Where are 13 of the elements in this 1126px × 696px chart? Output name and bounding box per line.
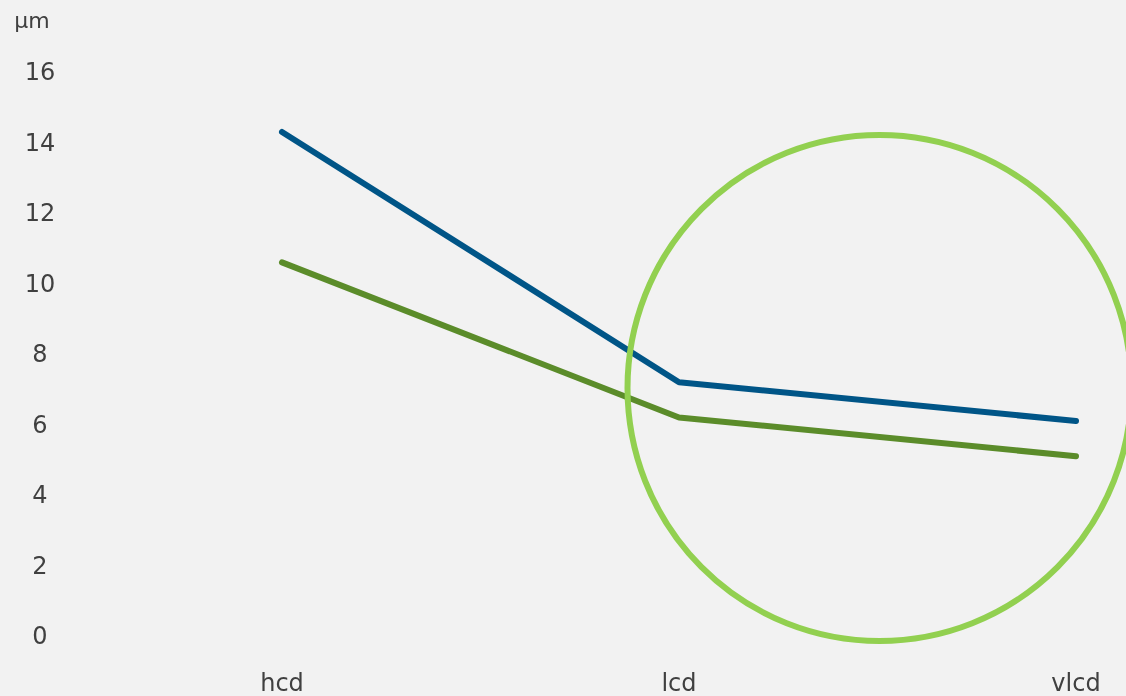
x-tick-label: lcd <box>661 669 697 696</box>
y-tick-label: 4 <box>32 481 48 510</box>
y-tick-label: 14 <box>24 128 56 157</box>
y-tick-label: 16 <box>24 58 56 87</box>
y-tick-label: 2 <box>32 551 48 580</box>
y-tick-label: 8 <box>32 340 48 369</box>
y-tick-label: 10 <box>24 269 56 298</box>
y-tick-label: 6 <box>32 410 48 439</box>
x-tick-label: hcd <box>260 669 304 696</box>
x-tick-label: vlcd <box>1051 669 1101 696</box>
y-axis-title: µm <box>14 7 50 33</box>
y-tick-label: 0 <box>32 622 48 651</box>
y-tick-label: 12 <box>24 199 56 228</box>
